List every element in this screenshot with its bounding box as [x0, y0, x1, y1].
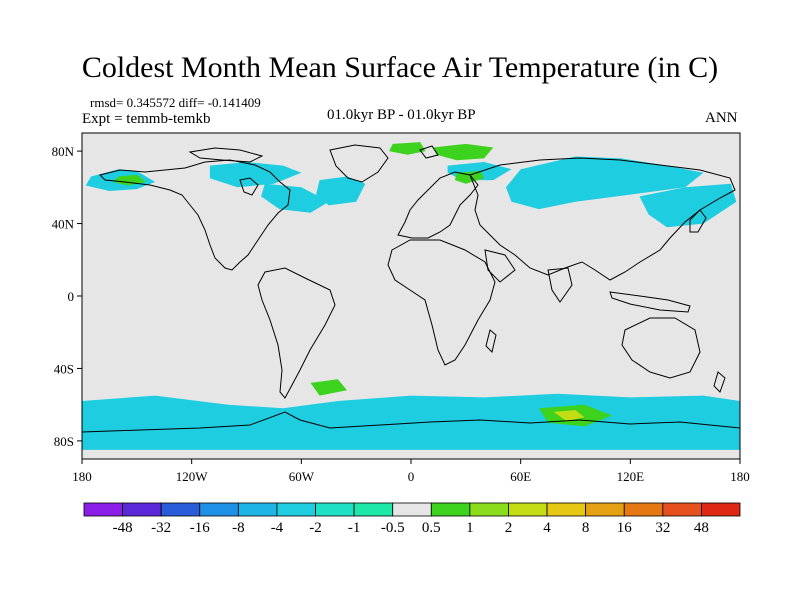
x-tick-label: 120E: [617, 469, 645, 484]
coastline-indonesia: [609, 291, 691, 313]
rmsd-diff-text: rmsd= 0.345572 diff= -0.141409: [90, 95, 261, 110]
anomaly-region: [261, 183, 329, 213]
coastline-new-zealand: [713, 371, 726, 393]
y-tick-label: 80N: [52, 144, 75, 159]
y-tick-label: 40S: [54, 361, 74, 376]
map-title: Coldest Month Mean Surface Air Temperatu…: [81, 51, 719, 84]
latitude-axis: 80N 40N 0 40S 80S: [52, 144, 82, 449]
x-tick-label: 60E: [510, 469, 531, 484]
season-label: ANN: [705, 110, 738, 126]
legend-label: -8: [232, 520, 245, 536]
anomaly-region: [389, 142, 426, 155]
anomaly-region: [506, 156, 704, 210]
legend-label: -2: [309, 520, 322, 536]
anomaly-region: [82, 393, 740, 450]
legend-swatch: [353, 502, 394, 517]
legend-swatch: [315, 502, 355, 517]
legend-label: 48: [694, 520, 709, 536]
period-subtitle: 01.0kyr BP - 01.0kyr BP: [327, 107, 476, 123]
legend-label: 4: [543, 520, 551, 536]
legend-swatch: [122, 502, 162, 517]
experiment-label: Expt = temmb-temkb: [82, 111, 211, 127]
legend-label: 1: [466, 520, 474, 536]
legend-label: 16: [617, 520, 633, 536]
legend-swatch: [392, 502, 432, 517]
y-tick-label: 80S: [54, 434, 74, 449]
legend-swatch: [430, 502, 471, 517]
coastline-madagascar: [485, 329, 497, 353]
anomaly-region: [639, 183, 737, 228]
legend-swatch: [662, 502, 702, 517]
coastline-africa: [387, 239, 496, 366]
legend-swatch: [701, 502, 741, 517]
coastlines: [82, 144, 740, 433]
longitude-axis: 180 120W 60W 0 60E 120E 180: [72, 459, 750, 484]
anomaly-region: [113, 174, 146, 186]
x-tick-label: 180: [72, 469, 92, 484]
anomaly-region: [432, 143, 494, 161]
coastline-arctic-islands: [188, 147, 264, 163]
legend-swatch: [199, 502, 239, 517]
legend-label: -48: [113, 520, 133, 536]
legend-label: -4: [271, 520, 284, 536]
legend-swatch: [276, 502, 316, 517]
legend-label: 0.5: [422, 520, 441, 536]
coastline-japan: [689, 209, 707, 233]
legend-swatch: [546, 502, 587, 517]
x-tick-label: 180: [730, 469, 750, 484]
coastline-antarctica: [82, 411, 740, 433]
legend-swatch: [508, 502, 548, 517]
legend-label: 32: [655, 520, 670, 536]
coastline-hudson-bay: [239, 177, 259, 196]
legend-swatch: [237, 502, 278, 517]
anomaly-region: [553, 410, 585, 421]
coastline-north-america: [99, 159, 291, 271]
legend-label: -32: [151, 520, 171, 536]
colorbar-legend: -48 -32 -16 -8 -4 -2 -1 -0.5 0.5 1 2 4 8 16 32 48: [83, 502, 741, 536]
legend-label: 2: [505, 520, 513, 536]
legend-swatch: [469, 502, 509, 517]
legend-swatch: [160, 502, 201, 517]
legend-label: -16: [190, 520, 210, 536]
coastline-arabia: [484, 249, 516, 283]
coastline-europe: [397, 171, 479, 239]
coastline-svalbard: [419, 145, 439, 159]
legend-swatch: [623, 502, 664, 517]
legend-label: -1: [348, 520, 361, 536]
legend-swatch: [83, 502, 123, 517]
anomaly-region: [454, 171, 485, 184]
x-tick-label: 0: [408, 469, 415, 484]
y-tick-label: 0: [68, 289, 75, 304]
anomaly-region: [310, 379, 347, 396]
coastline-south-america: [257, 267, 336, 399]
coastline-asia: [469, 157, 736, 281]
coastline-australia: [621, 317, 701, 379]
coastline-india: [547, 267, 573, 303]
anomaly-region: [316, 176, 366, 206]
y-tick-label: 40N: [52, 217, 75, 232]
x-tick-label: 60W: [289, 469, 315, 484]
coastline-greenland: [329, 144, 389, 183]
legend-label: -0.5: [381, 520, 405, 536]
legend-label: 8: [582, 520, 590, 536]
x-tick-label: 120W: [176, 469, 209, 484]
legend-swatch: [585, 502, 625, 517]
